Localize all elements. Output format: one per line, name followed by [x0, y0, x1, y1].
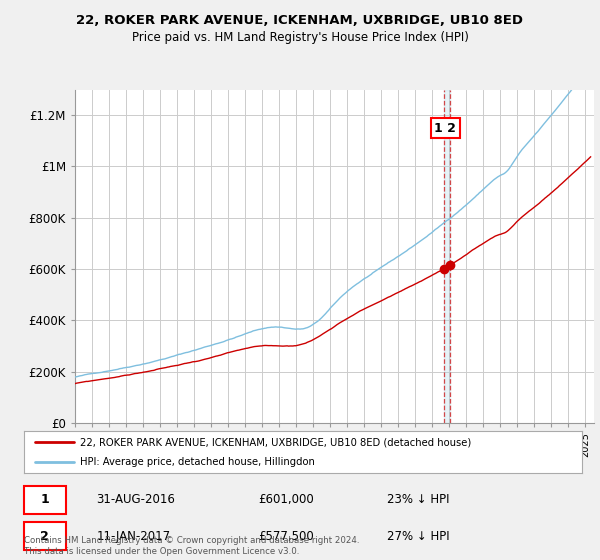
Text: 27% ↓ HPI: 27% ↓ HPI [387, 530, 449, 543]
FancyBboxPatch shape [24, 522, 66, 550]
Bar [444, 90, 450, 423]
Text: 22, ROKER PARK AVENUE, ICKENHAM, UXBRIDGE, UB10 8ED (detached house): 22, ROKER PARK AVENUE, ICKENHAM, UXBRIDG… [80, 437, 471, 447]
Text: Contains HM Land Registry data © Crown copyright and database right 2024.
This d: Contains HM Land Registry data © Crown c… [24, 536, 359, 556]
Text: HPI: Average price, detached house, Hillingdon: HPI: Average price, detached house, Hill… [80, 457, 314, 466]
Text: 23% ↓ HPI: 23% ↓ HPI [387, 493, 449, 506]
FancyBboxPatch shape [24, 486, 66, 514]
Text: 11-JAN-2017: 11-JAN-2017 [97, 530, 170, 543]
Text: £577,500: £577,500 [259, 530, 314, 543]
Text: 22, ROKER PARK AVENUE, ICKENHAM, UXBRIDGE, UB10 8ED: 22, ROKER PARK AVENUE, ICKENHAM, UXBRIDG… [77, 14, 523, 27]
Text: 1: 1 [40, 493, 49, 506]
Text: 31-AUG-2016: 31-AUG-2016 [97, 493, 175, 506]
Text: 2: 2 [40, 530, 49, 543]
Text: Price paid vs. HM Land Registry's House Price Index (HPI): Price paid vs. HM Land Registry's House … [131, 31, 469, 44]
Text: 1 2: 1 2 [434, 122, 456, 134]
Text: £601,000: £601,000 [259, 493, 314, 506]
